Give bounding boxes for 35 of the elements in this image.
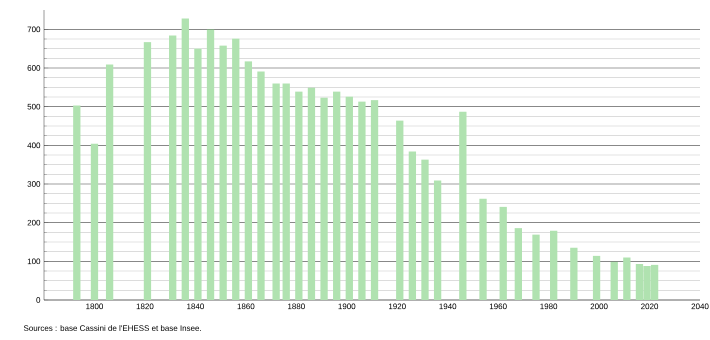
bar (479, 198, 487, 300)
bar (244, 61, 252, 300)
bar (194, 48, 202, 300)
bar (182, 18, 189, 300)
bar (434, 180, 442, 300)
bar (370, 100, 378, 300)
bar (219, 46, 227, 300)
bar (396, 120, 404, 300)
bar (73, 106, 80, 300)
bar (592, 256, 600, 300)
bar (346, 96, 353, 300)
bar (532, 234, 540, 300)
bar (623, 257, 630, 300)
bar (90, 144, 98, 300)
bar (144, 42, 152, 300)
bar (358, 102, 366, 300)
bar (333, 92, 340, 300)
bar (295, 92, 302, 300)
bar (320, 98, 328, 300)
bar (459, 112, 466, 300)
bar (570, 248, 578, 300)
bar (408, 152, 416, 300)
bar (308, 88, 316, 300)
bar (610, 262, 618, 300)
bar (206, 29, 214, 300)
bar (500, 206, 507, 300)
bar (106, 64, 114, 300)
bar (272, 83, 280, 300)
bar (514, 228, 522, 300)
bar (169, 36, 176, 300)
bar (421, 160, 429, 300)
bar (550, 230, 558, 300)
bar (232, 38, 240, 300)
bar (257, 71, 265, 300)
bar (282, 83, 290, 300)
